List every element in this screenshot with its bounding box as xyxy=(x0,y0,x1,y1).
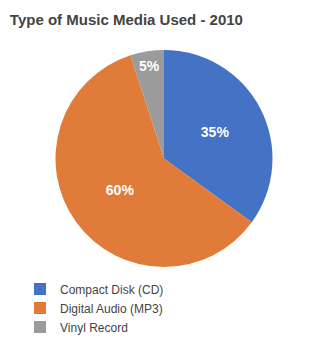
svg-text:35%: 35% xyxy=(201,124,230,140)
svg-text:Compact Disk (CD): Compact Disk (CD) xyxy=(60,283,163,297)
svg-text:60%: 60% xyxy=(106,182,135,198)
svg-text:5%: 5% xyxy=(139,58,160,74)
svg-text:Digital Audio (MP3): Digital Audio (MP3) xyxy=(60,302,163,316)
svg-text:Type of Music Media Used - 201: Type of Music Media Used - 2010 xyxy=(10,11,243,28)
svg-text:Vinyl Record: Vinyl Record xyxy=(60,321,128,335)
